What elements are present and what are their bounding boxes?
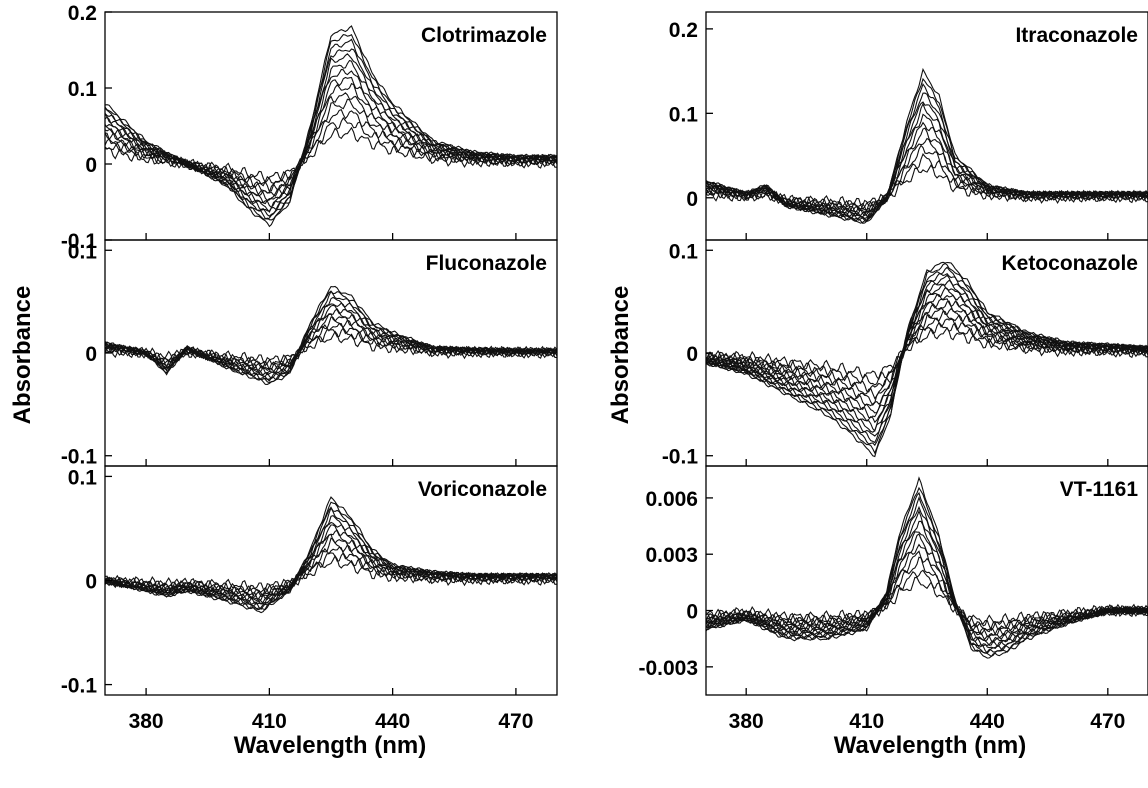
spectrum-line bbox=[706, 101, 1148, 222]
y-tick-label: 0.1 bbox=[68, 466, 98, 489]
y-tick-label: 0.003 bbox=[645, 544, 698, 567]
spectrum-line bbox=[706, 266, 1148, 447]
plot-area: -0.1 0 0.1 0.2 Clotrimazole -0.1 0 0.1 Fluconazo… bbox=[61, 2, 1148, 733]
x-tick-label: 470 bbox=[1090, 710, 1125, 733]
spectrum-line bbox=[105, 285, 557, 385]
y-tick-label: 0.1 bbox=[669, 240, 699, 263]
x-axis-label-right: Wavelength (nm) bbox=[834, 732, 1026, 759]
spectrum-line bbox=[706, 491, 1148, 654]
spectrum-line bbox=[105, 38, 557, 220]
x-tick-label: 440 bbox=[970, 710, 1005, 733]
spectrum-line bbox=[105, 290, 557, 384]
panel-itraconazole: 0 0.1 0.2 Itraconazole bbox=[669, 11, 1148, 241]
spectrum-line bbox=[105, 524, 557, 605]
panel-clotrimazole: -0.1 0 0.1 0.2 Clotrimazole bbox=[61, 2, 558, 253]
panel-vt-1161: -0.003 0 0.003 0.006 380 410 440 470 VT-1161 bbox=[638, 465, 1148, 733]
series-group bbox=[706, 261, 1148, 458]
spectrum-line bbox=[706, 274, 1148, 437]
panel-title: Clotrimazole bbox=[421, 24, 547, 47]
spectrum-line bbox=[706, 326, 1148, 381]
y-tick-label: -0.1 bbox=[662, 446, 699, 469]
y-tick-label: -0.1 bbox=[61, 230, 98, 253]
panel-voriconazole: -0.1 0 0.1 380 410 440 470 Voriconazole bbox=[61, 465, 558, 733]
panel-title: Itraconazole bbox=[1015, 24, 1138, 47]
spectrum-line bbox=[706, 476, 1148, 659]
y-tick-label: 0.1 bbox=[669, 103, 699, 126]
spectrum-line bbox=[706, 67, 1148, 224]
spectrum-line bbox=[105, 304, 557, 378]
spectrum-line bbox=[105, 48, 557, 217]
x-tick-label: 470 bbox=[498, 710, 533, 733]
series-group bbox=[706, 67, 1148, 224]
spectrum-line bbox=[706, 520, 1148, 646]
panel-title: VT-1161 bbox=[1060, 478, 1139, 501]
panel-title: Ketoconazole bbox=[1001, 252, 1138, 275]
spectrum-line bbox=[105, 496, 557, 614]
spectrum-line bbox=[706, 262, 1148, 455]
spectrum-line bbox=[105, 501, 557, 611]
panel-title: Voriconazole bbox=[418, 478, 547, 501]
panel-title: Fluconazole bbox=[426, 252, 547, 275]
y-tick-label: 0 bbox=[85, 343, 97, 366]
spectrum-line bbox=[105, 92, 557, 197]
y-tick-label: 0 bbox=[85, 154, 97, 177]
y-tick-label: -0.003 bbox=[638, 657, 698, 680]
spectrum-line bbox=[105, 25, 557, 228]
spectrum-line bbox=[706, 486, 1148, 658]
spectrum-line bbox=[105, 109, 557, 193]
y-tick-label: 0 bbox=[85, 571, 97, 594]
spectrum-line bbox=[706, 300, 1148, 407]
series-group bbox=[706, 476, 1148, 659]
spectrum-line bbox=[706, 153, 1148, 212]
plot-frame bbox=[705, 465, 1148, 696]
y-tick-label: 0.2 bbox=[68, 2, 97, 25]
spectrum-line bbox=[706, 543, 1148, 638]
series-group bbox=[105, 285, 557, 385]
spectrum-line bbox=[105, 68, 557, 209]
spectrum-line bbox=[706, 283, 1148, 432]
y-tick-label: 0.1 bbox=[68, 78, 98, 101]
series-group bbox=[105, 496, 557, 614]
y-tick-label: 0 bbox=[686, 601, 698, 624]
y-tick-label: 0.2 bbox=[669, 19, 698, 42]
y-tick-label: -0.1 bbox=[61, 446, 98, 469]
x-tick-label: 380 bbox=[729, 710, 764, 733]
spectrum-line bbox=[105, 33, 557, 221]
spectrum-line bbox=[706, 261, 1148, 458]
spectrum-line bbox=[105, 117, 557, 187]
x-axis-label-left: Wavelength (nm) bbox=[234, 732, 426, 759]
y-tick-label: -0.1 bbox=[61, 675, 98, 698]
spectrum-line bbox=[105, 82, 557, 202]
y-tick-label: 0.1 bbox=[68, 240, 98, 263]
x-tick-label: 440 bbox=[375, 710, 410, 733]
panel-ketoconazole: -0.1 0 0.1 Ketoconazole bbox=[662, 239, 1148, 469]
y-axis-label-left: Absorbance bbox=[9, 286, 36, 425]
y-tick-label: 0 bbox=[686, 188, 698, 211]
panel-fluconazole: -0.1 0 0.1 Fluconazole bbox=[61, 239, 558, 469]
x-tick-label: 410 bbox=[849, 710, 884, 733]
y-tick-label: 0.006 bbox=[645, 488, 698, 511]
spectrum-line bbox=[105, 98, 557, 194]
x-tick-label: 380 bbox=[129, 710, 164, 733]
spectrum-line bbox=[706, 307, 1148, 407]
spectrum-line bbox=[706, 92, 1148, 221]
series-group bbox=[105, 25, 557, 228]
y-axis-label-right: Absorbance bbox=[607, 286, 634, 425]
x-tick-label: 410 bbox=[252, 710, 287, 733]
y-tick-label: 0 bbox=[686, 343, 698, 366]
